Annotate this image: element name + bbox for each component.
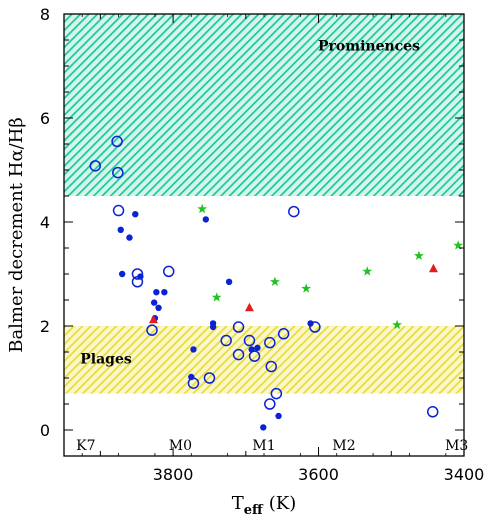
spectral-type-labels: K7 M0 M1 M2 M3	[76, 438, 468, 454]
spectral-type-label: M2	[332, 438, 355, 454]
data-point-filled-circle	[190, 346, 197, 353]
x-tick-labels: 3800 3600 3400	[153, 465, 485, 484]
data-point-star	[301, 283, 312, 293]
data-point-open-circle	[264, 336, 276, 349]
data-point-triangle	[428, 263, 438, 273]
data-point-filled-circle	[161, 289, 168, 296]
y-axis-title: Balmer decrement Hα/Hβ	[6, 117, 27, 353]
plages-band	[64, 326, 464, 394]
y-tick-label: 6	[40, 109, 50, 128]
x-axis-title: Teff (K)	[232, 493, 296, 518]
spectral-type-label: M3	[445, 438, 468, 454]
data-point-open-circle	[146, 324, 158, 336]
data-point-star	[453, 240, 464, 250]
spectral-type-label: K7	[76, 438, 95, 454]
region-plages: Plages	[64, 326, 464, 394]
data-point-open-circle	[203, 372, 216, 384]
data-point-filled-circle	[126, 234, 133, 241]
data-point-open-circle	[131, 268, 144, 280]
data-point-open-circle	[232, 321, 245, 333]
data-point-filled-circle	[117, 226, 124, 233]
data-point-open-circle	[162, 265, 175, 278]
data-point-open-circle	[288, 205, 300, 218]
plot-frame	[63, 13, 465, 457]
spectral-type-label: M0	[169, 438, 192, 454]
y-tick-label: 2	[40, 317, 50, 336]
data-point-open-circle	[265, 360, 278, 373]
plages-label: Plages	[80, 351, 132, 367]
data-point-open-circle	[309, 321, 321, 333]
data-point-open-circle	[112, 166, 124, 179]
data-point-star	[269, 276, 280, 287]
prominences-band	[64, 14, 464, 196]
data-point-open-circle	[277, 328, 290, 340]
data-point-filled-circle	[260, 424, 267, 431]
x-tick-label: 3400	[444, 465, 485, 484]
data-point-triangle	[244, 302, 254, 312]
y-tick-label: 4	[40, 213, 50, 232]
data-point-filled-circle	[275, 412, 282, 420]
data-point-open-circle	[112, 204, 125, 217]
data-point-star	[413, 250, 424, 261]
data-point-filled-circle	[202, 216, 210, 223]
y-tick-labels: 0 2 4 6 8	[40, 5, 50, 440]
data-point-filled-circle	[153, 289, 160, 296]
data-point-star	[392, 319, 403, 330]
data-point-star	[197, 203, 208, 214]
x-tick-label: 3600	[298, 465, 339, 484]
data-point-open-circle	[426, 406, 439, 418]
data-point-triangle	[148, 314, 158, 324]
data-point-star	[211, 292, 222, 302]
data-point-filled-circle	[155, 304, 162, 311]
region-prominences: Prominences	[64, 14, 464, 196]
data-point-filled-circle	[132, 211, 139, 218]
data-point-filled-circle	[209, 323, 217, 331]
data-point-filled-circle	[225, 278, 233, 285]
spectral-type-label: M1	[252, 438, 275, 454]
data-point-open-circle	[248, 350, 261, 362]
y-tick-label: 0	[40, 421, 50, 440]
data-points	[89, 135, 464, 431]
data-point-open-circle	[220, 334, 232, 347]
prominences-label: Prominences	[318, 38, 420, 54]
data-point-open-circle	[89, 160, 102, 172]
data-point-filled-circle	[150, 299, 158, 306]
data-point-open-circle	[270, 387, 283, 400]
data-point-open-circle	[187, 377, 200, 389]
x-tick-label: 3800	[153, 465, 194, 484]
data-point-filled-circle	[254, 344, 261, 352]
data-point-open-circle	[243, 334, 256, 347]
x-axis-title-main: T	[232, 493, 244, 514]
data-point-open-circle	[232, 348, 245, 361]
y-tick-label: 8	[40, 5, 50, 24]
x-axis-title-subscript: eff	[244, 503, 264, 518]
data-point-open-circle	[111, 135, 123, 148]
data-point-star	[362, 266, 373, 276]
data-point-filled-circle	[118, 270, 126, 278]
x-axis-title-unit: (K)	[269, 493, 297, 514]
data-point-open-circle	[131, 276, 144, 288]
data-point-open-circle	[264, 398, 276, 410]
